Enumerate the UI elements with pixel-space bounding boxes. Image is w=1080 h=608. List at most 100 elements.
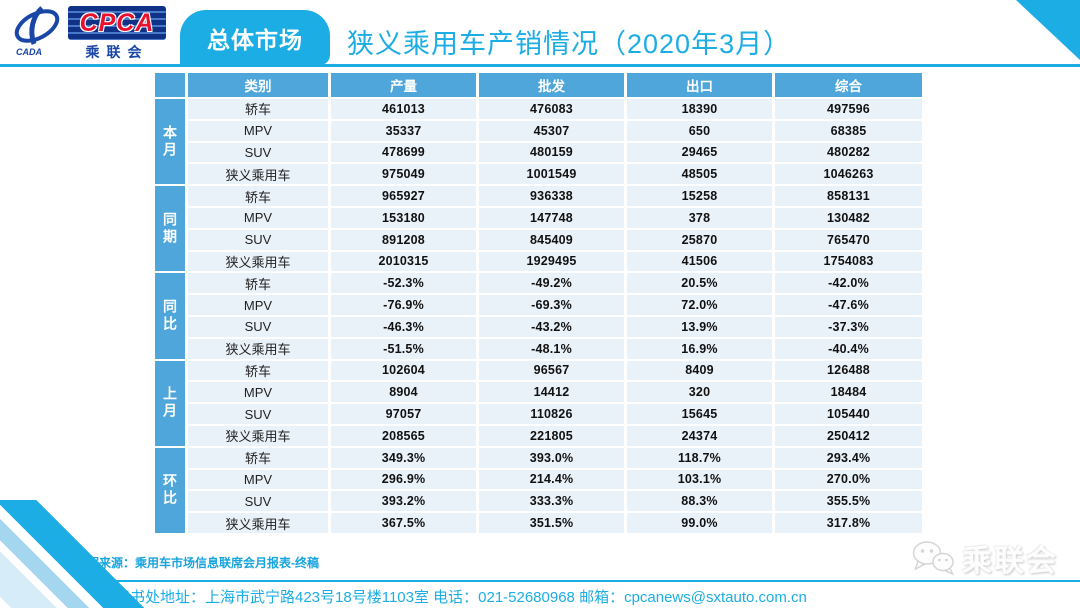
contact-info: 乘联会秘书处地址：上海市武宁路423号18号楼1103室 电话：021-5268… bbox=[70, 589, 807, 606]
category-cell: 狭义乘用车 bbox=[188, 164, 328, 185]
value-cell: 2010315 bbox=[331, 251, 476, 272]
cpca-box: CPCA bbox=[68, 6, 166, 40]
value-cell: 393.2% bbox=[331, 491, 476, 512]
value-cell: 14412 bbox=[479, 382, 624, 403]
value-cell: 118.7% bbox=[627, 447, 772, 468]
category-cell: SUV bbox=[188, 316, 328, 337]
value-cell: 126488 bbox=[775, 360, 922, 381]
value-cell: 936338 bbox=[479, 186, 624, 206]
value-cell: 497596 bbox=[775, 99, 922, 119]
value-cell: 18484 bbox=[775, 382, 922, 403]
value-cell: 68385 bbox=[775, 120, 922, 141]
value-cell: 29465 bbox=[627, 142, 772, 163]
value-cell: 221805 bbox=[479, 425, 624, 446]
wechat-watermark: 乘联会 bbox=[910, 536, 1058, 580]
value-cell: 1046263 bbox=[775, 164, 922, 185]
value-cell: 965927 bbox=[331, 186, 476, 206]
value-cell: 16.9% bbox=[627, 338, 772, 359]
value-cell: -49.2% bbox=[479, 273, 624, 294]
value-cell: 975049 bbox=[331, 164, 476, 185]
row-group-label: 同比 bbox=[155, 273, 185, 359]
value-cell: 476083 bbox=[479, 99, 624, 119]
value-cell: 845409 bbox=[479, 229, 624, 250]
value-cell: -69.3% bbox=[479, 295, 624, 315]
value-cell: -47.6% bbox=[775, 295, 922, 315]
column-header-3: 批发 bbox=[479, 73, 624, 97]
value-cell: 97057 bbox=[331, 404, 476, 424]
value-cell: 8409 bbox=[627, 360, 772, 381]
value-cell: 20.5% bbox=[627, 273, 772, 294]
category-cell: 狭义乘用车 bbox=[188, 251, 328, 272]
value-cell: 102604 bbox=[331, 360, 476, 381]
value-cell: 214.4% bbox=[479, 469, 624, 490]
value-cell: -51.5% bbox=[331, 338, 476, 359]
value-cell: 320 bbox=[627, 382, 772, 403]
value-cell: 480159 bbox=[479, 142, 624, 163]
value-cell: -76.9% bbox=[331, 295, 476, 315]
page-title: 狭义乘用车产销情况（2020年3月） bbox=[347, 29, 792, 59]
category-cell: SUV bbox=[188, 404, 328, 424]
value-cell: 88.3% bbox=[627, 491, 772, 512]
cpca-acronym: CPCA bbox=[79, 8, 155, 37]
corner-triangle-decoration bbox=[1016, 0, 1080, 60]
cpca-logo-text: CPCA 乘联会 bbox=[68, 6, 166, 62]
row-group-label: 同期 bbox=[155, 186, 185, 272]
production-sales-table: 类别 产量 批发 出口 综合 本月 轿车 461013 476083 18390 497596 MPV… bbox=[155, 73, 922, 533]
header-divider bbox=[0, 64, 1080, 67]
category-cell: MPV bbox=[188, 295, 328, 315]
value-cell: 96567 bbox=[479, 360, 624, 381]
wechat-icon bbox=[912, 541, 954, 576]
column-header-2: 产量 bbox=[331, 73, 476, 97]
value-cell: 355.5% bbox=[775, 491, 922, 512]
value-cell: 99.0% bbox=[627, 513, 772, 533]
category-cell: MPV bbox=[188, 120, 328, 141]
row-group-label: 上月 bbox=[155, 360, 185, 446]
value-cell: 208565 bbox=[331, 425, 476, 446]
column-header-4: 出口 bbox=[627, 73, 772, 97]
value-cell: -48.1% bbox=[479, 338, 624, 359]
category-cell: 狭义乘用车 bbox=[188, 425, 328, 446]
value-cell: 393.0% bbox=[479, 447, 624, 468]
category-cell: MPV bbox=[188, 207, 328, 228]
value-cell: 765470 bbox=[775, 229, 922, 250]
category-cell: 轿车 bbox=[188, 99, 328, 119]
value-cell: 891208 bbox=[331, 229, 476, 250]
category-cell: SUV bbox=[188, 229, 328, 250]
value-cell: 35337 bbox=[331, 120, 476, 141]
value-cell: -37.3% bbox=[775, 316, 922, 337]
value-cell: 480282 bbox=[775, 142, 922, 163]
cpca-chinese-name: 乘联会 bbox=[85, 44, 149, 60]
row-group-label: 环比 bbox=[155, 447, 185, 533]
value-cell: 110826 bbox=[479, 404, 624, 424]
value-cell: -46.3% bbox=[331, 316, 476, 337]
value-cell: 25870 bbox=[627, 229, 772, 250]
value-cell: 105440 bbox=[775, 404, 922, 424]
value-cell: 349.3% bbox=[331, 447, 476, 468]
value-cell: 24374 bbox=[627, 425, 772, 446]
value-cell: 333.3% bbox=[479, 491, 624, 512]
footer-divider bbox=[55, 580, 1080, 582]
value-cell: 13.9% bbox=[627, 316, 772, 337]
value-cell: 367.5% bbox=[331, 513, 476, 533]
value-cell: -40.4% bbox=[775, 338, 922, 359]
value-cell: 478699 bbox=[331, 142, 476, 163]
value-cell: 1754083 bbox=[775, 251, 922, 272]
category-cell: SUV bbox=[188, 142, 328, 163]
category-cell: 轿车 bbox=[188, 273, 328, 294]
value-cell: 147748 bbox=[479, 207, 624, 228]
value-cell: 8904 bbox=[331, 382, 476, 403]
corner-stripes-decoration bbox=[0, 500, 150, 608]
value-cell: -52.3% bbox=[331, 273, 476, 294]
value-cell: 650 bbox=[627, 120, 772, 141]
value-cell: 270.0% bbox=[775, 469, 922, 490]
value-cell: 1929495 bbox=[479, 251, 624, 272]
value-cell: 130482 bbox=[775, 207, 922, 228]
value-cell: 15645 bbox=[627, 404, 772, 424]
value-cell: -43.2% bbox=[479, 316, 624, 337]
value-cell: 41506 bbox=[627, 251, 772, 272]
section-tab-overall-market[interactable]: 总体市场 bbox=[180, 10, 330, 65]
value-cell: 461013 bbox=[331, 99, 476, 119]
cada-label: CADA bbox=[16, 47, 42, 57]
row-group-label: 本月 bbox=[155, 99, 185, 185]
